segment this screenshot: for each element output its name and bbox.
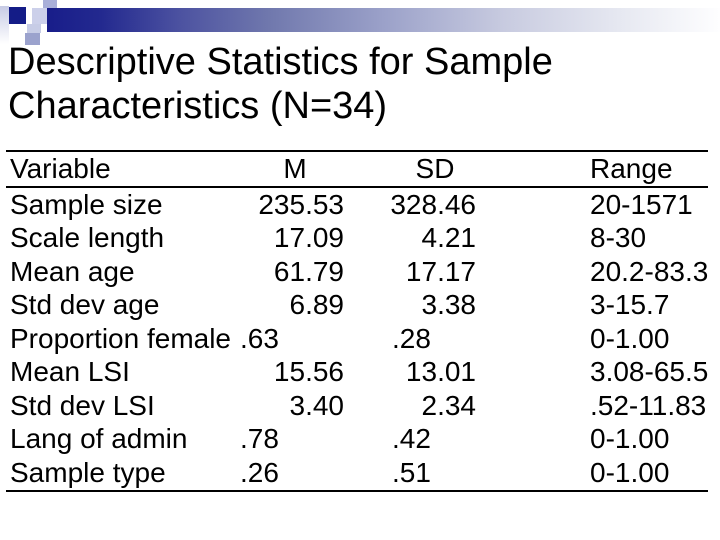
column-header-sd: SD: [415, 153, 455, 184]
deco-top-square: [43, 0, 57, 8]
deco-left-strip: [0, 6, 9, 44]
table-row: Mean age 61.79 17.17 20.2-83.3: [6, 255, 708, 289]
table-row: Scale length 17.09 4.21 8-30: [6, 222, 708, 256]
table-row: Lang of admin .78 .42 0-1.00: [6, 423, 708, 457]
deco-medium-square: [25, 33, 40, 45]
cell-sd: 17.17: [405, 255, 476, 287]
cell-sd: 2.34: [421, 389, 477, 421]
deco-navy-square: [9, 7, 26, 24]
deco-light-square-2: [27, 24, 41, 33]
cell-m: 3.40: [289, 389, 345, 421]
cell-variable: Sample type: [10, 456, 166, 488]
cell-variable: Mean age: [10, 255, 135, 287]
cell-range: 3-15.7: [590, 289, 670, 321]
cell-variable: Lang of admin: [10, 423, 188, 455]
cell-m: 6.89: [289, 289, 345, 321]
cell-m: .78: [240, 423, 279, 455]
table-top-rule: [6, 150, 708, 152]
cell-m: 61.79: [273, 255, 344, 287]
column-header-range: Range: [590, 153, 673, 184]
cell-m: .26: [240, 456, 279, 488]
table-header-row: Variable M SD Range: [6, 152, 708, 186]
cell-variable: Std dev age: [10, 289, 160, 321]
cell-variable: Proportion female: [10, 322, 232, 354]
table-row: Sample size 235.53 328.46 20-1571: [6, 188, 708, 222]
cell-range: 20-1571: [590, 188, 693, 220]
cell-sd: .28: [392, 322, 431, 354]
cell-m: .63: [240, 322, 279, 354]
column-header-m: M: [283, 153, 307, 184]
table-bottom-rule: [6, 490, 708, 492]
cell-sd: .42: [392, 423, 431, 455]
cell-variable: Std dev LSI: [10, 389, 155, 421]
cell-range: 3.08-65.5: [590, 356, 709, 388]
cell-sd: 4.21: [421, 222, 477, 254]
table-row: Proportion female .63 .28 0-1.00: [6, 322, 708, 356]
cell-variable: Mean LSI: [10, 356, 130, 388]
cell-sd: .51: [392, 456, 431, 488]
deco-gradient-bar: [47, 8, 720, 32]
cell-variable: Sample size: [10, 188, 163, 220]
cell-sd: 3.38: [421, 289, 477, 321]
cell-m: 235.53: [258, 188, 344, 220]
table-row: Mean LSI 15.56 13.01 3.08-65.5: [6, 356, 708, 390]
cell-sd: 13.01: [405, 356, 476, 388]
table-body: Sample size 235.53 328.46 20-1571 Scale …: [6, 188, 708, 490]
cell-variable: Scale length: [10, 222, 165, 254]
cell-sd: 328.46: [390, 188, 476, 220]
cell-m: 17.09: [273, 222, 344, 254]
cell-range: 0-1.00: [590, 423, 670, 455]
deco-light-square: [32, 8, 47, 24]
cell-range: 0-1.00: [590, 322, 670, 354]
cell-range: 20.2-83.3: [590, 255, 709, 287]
table-row: Sample type .26 .51 0-1.00: [6, 456, 708, 490]
table-header-rule: [6, 186, 708, 188]
cell-range: .52-11.83: [590, 389, 707, 421]
table-row: Std dev age 6.89 3.38 3-15.7: [6, 289, 708, 323]
cell-range: 8-30: [590, 222, 647, 254]
cell-range: 0-1.00: [590, 456, 670, 488]
slide-title: Descriptive Statistics for Sample Charac…: [8, 41, 553, 127]
table-row: Std dev LSI 3.40 2.34 .52-11.83: [6, 389, 708, 423]
column-header-variable: Variable: [10, 153, 111, 184]
cell-m: 15.56: [273, 356, 344, 388]
